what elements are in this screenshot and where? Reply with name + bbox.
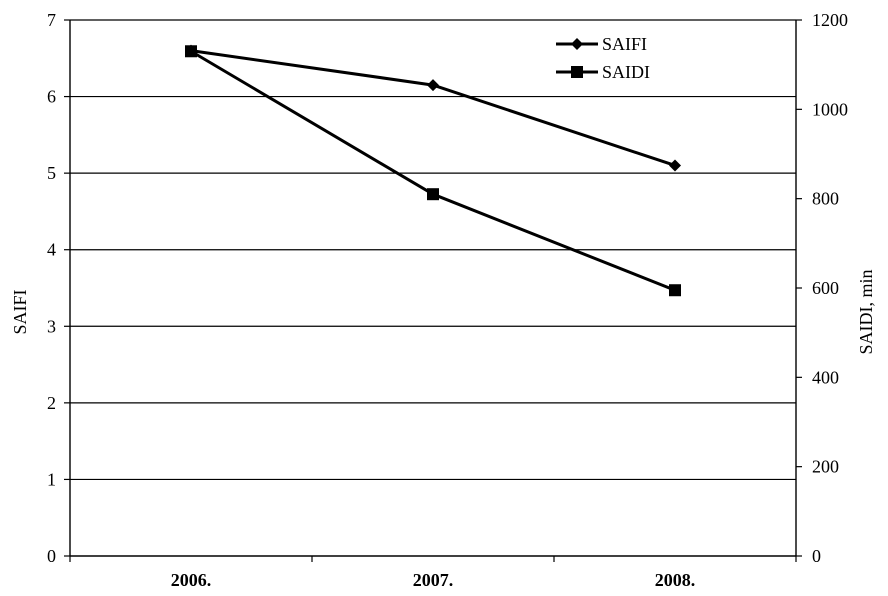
x-tick-label: 2007. — [413, 570, 454, 590]
y-tick-label: 4 — [47, 240, 56, 260]
saifi-point — [669, 159, 681, 172]
y2-tick-label: 600 — [812, 278, 839, 298]
y2-tick-label: 1000 — [812, 99, 848, 119]
y2-tick-label: 1200 — [812, 10, 848, 30]
saidi-point — [427, 188, 439, 201]
gridlines — [70, 19, 796, 481]
y-tick-label: 0 — [47, 546, 56, 566]
y-tick-label: 6 — [47, 87, 56, 107]
legend-saidi-marker — [571, 66, 583, 78]
y-tick-label: 1 — [47, 469, 56, 489]
legend: SAIFI SAIDI — [556, 34, 650, 82]
y-tick-label: 3 — [47, 316, 56, 336]
x-tick-label: 2008. — [655, 570, 696, 590]
y2-tick-label: 800 — [812, 189, 839, 209]
x-axis-ticks: 2006. 2007. 2008. — [69, 556, 797, 590]
legend-saifi-label: SAIFI — [602, 34, 647, 54]
axes — [69, 20, 797, 557]
y-tick-label: 7 — [47, 10, 56, 30]
y2-tick-label: 200 — [812, 457, 839, 477]
x-tick-label: 2006. — [171, 570, 212, 590]
y-tick-label: 5 — [47, 163, 56, 183]
left-axis-ticks: 0 1 2 3 4 5 6 7 — [47, 10, 70, 566]
legend-saifi-marker — [571, 38, 583, 50]
saidi-point — [669, 284, 681, 297]
saifi-point — [427, 79, 439, 92]
legend-saidi-label: SAIDI — [602, 62, 650, 82]
y-axis-label: SAIFI — [10, 289, 30, 334]
right-axis-ticks: 0 200 400 600 800 1000 1200 — [796, 10, 848, 566]
y2-tick-label: 0 — [812, 546, 821, 566]
y2-axis-label: SAIDI, min — [856, 270, 876, 355]
y-tick-label: 2 — [47, 393, 56, 413]
saidi-point — [185, 45, 197, 58]
series-group — [185, 44, 681, 297]
y2-tick-label: 400 — [812, 367, 839, 387]
